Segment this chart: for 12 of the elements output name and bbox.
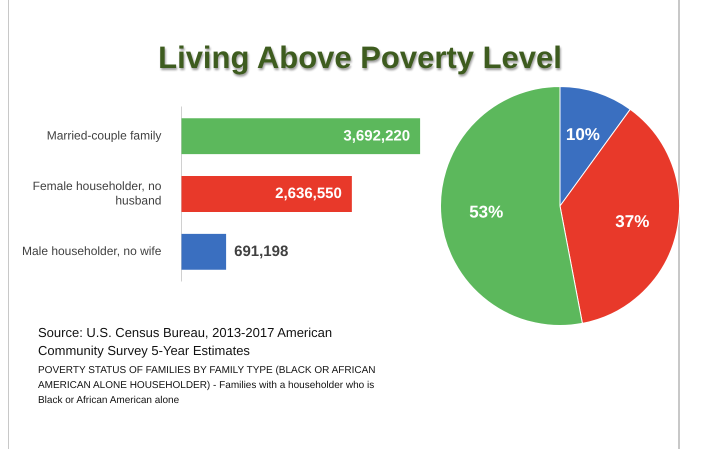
text: POVERTY STATUS OF FAMILIES BY FAMILY TYPE (BLACK OR AFRICAN AMERICAN ALONE HOUSEHOLDER) - Families with a householder who is Black or African American alone [38, 364, 376, 408]
y-tick-label: Male householder, no wife [22, 244, 162, 258]
source-note: Source: U.S. Census Bureau, 2013-2017 American Community Survey 5-Year Estimates [38, 324, 334, 360]
y-tick-label: Female householder, no husband [32, 179, 162, 208]
data-label: 37% [615, 212, 650, 231]
y-tick-label: Married-couple family [46, 128, 162, 142]
chart-title: Living Above Poverty Level [157, 40, 563, 76]
data-label: 10% [566, 125, 600, 144]
data-label: 691,198 [234, 243, 288, 260]
data-label: 53% [469, 202, 504, 222]
data-label: 3,692,220 [343, 127, 410, 144]
data-label: 2,636,550 [275, 185, 342, 202]
